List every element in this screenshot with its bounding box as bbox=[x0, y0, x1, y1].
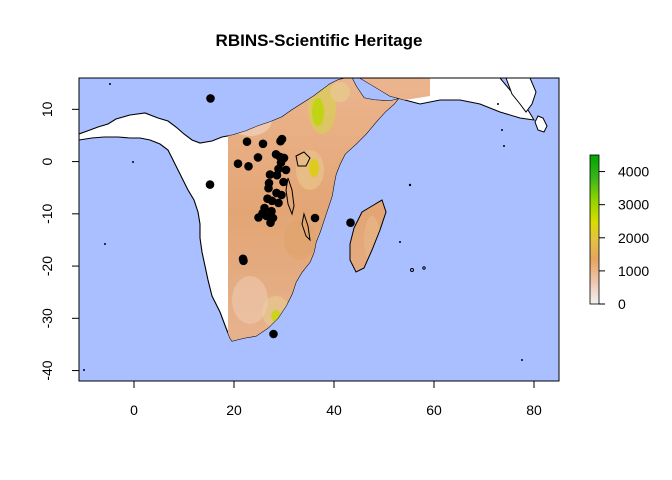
legend-tick-label: 1000 bbox=[618, 263, 649, 279]
map-panel bbox=[79, 78, 559, 381]
occurrence-point bbox=[281, 165, 291, 175]
island bbox=[410, 268, 414, 272]
x-tick-label: 40 bbox=[326, 402, 342, 418]
occurrence-points bbox=[205, 94, 355, 339]
island bbox=[501, 129, 503, 131]
y-tick-label: 0 bbox=[39, 157, 55, 165]
legend-tick-label: 4000 bbox=[618, 164, 649, 180]
elevation-legend: 0 1000 2000 3000 4000 bbox=[589, 154, 649, 312]
island bbox=[109, 83, 111, 85]
map-title: RBINS-Scientific Heritage bbox=[216, 31, 423, 50]
island bbox=[521, 359, 523, 361]
madagascar bbox=[349, 199, 387, 273]
lake-malawi bbox=[301, 212, 311, 242]
occurrence-point bbox=[242, 137, 252, 146]
occurrence-point bbox=[267, 196, 277, 206]
occurrence-point bbox=[205, 180, 215, 189]
island bbox=[83, 369, 85, 371]
legend-ticks: 0 1000 2000 3000 4000 bbox=[599, 164, 649, 312]
y-axis: 10 0 -10 -20 -30 -40 bbox=[39, 101, 80, 381]
legend-tick-label: 2000 bbox=[618, 230, 649, 246]
x-tick-label: 80 bbox=[526, 402, 542, 418]
island bbox=[408, 183, 412, 187]
occurrence-point bbox=[253, 153, 263, 162]
island bbox=[104, 243, 106, 245]
occurrence-point bbox=[274, 198, 283, 208]
occurrence-point bbox=[346, 218, 355, 227]
y-tick-label: 10 bbox=[39, 101, 55, 117]
occurrence-point bbox=[265, 170, 275, 179]
occurrence-point bbox=[272, 170, 282, 180]
island bbox=[422, 266, 426, 270]
occurrence-point bbox=[277, 190, 286, 200]
x-tick-label: 0 bbox=[130, 402, 138, 418]
occurrence-point bbox=[277, 134, 287, 144]
x-tick-label: 20 bbox=[226, 402, 242, 418]
occurrence-point bbox=[233, 159, 243, 168]
island bbox=[497, 103, 499, 105]
legend-tick-label: 0 bbox=[618, 296, 626, 312]
occurrence-point bbox=[264, 183, 273, 193]
x-tick-label: 60 bbox=[426, 402, 442, 418]
occurrence-point bbox=[239, 256, 248, 266]
lake-victoria bbox=[295, 151, 311, 167]
occurrence-point bbox=[279, 177, 288, 187]
y-tick-label: -30 bbox=[39, 308, 55, 328]
occurrence-point bbox=[254, 213, 263, 222]
island bbox=[503, 145, 505, 147]
lake-tanganyika bbox=[285, 177, 295, 216]
x-axis: 0 20 40 60 80 bbox=[130, 380, 542, 418]
island bbox=[399, 241, 401, 243]
y-tick-label: -20 bbox=[39, 256, 55, 276]
y-tick-label: -10 bbox=[39, 203, 55, 223]
occurrence-point bbox=[258, 139, 268, 149]
occurrence-point bbox=[244, 162, 253, 171]
y-tick-label: -40 bbox=[39, 360, 55, 380]
occurrence-point bbox=[206, 94, 215, 103]
india bbox=[505, 78, 537, 113]
sri-lanka bbox=[534, 115, 548, 133]
island bbox=[132, 161, 134, 163]
occurrence-point bbox=[262, 211, 271, 221]
legend-tick-label: 3000 bbox=[618, 197, 649, 213]
occurrence-point bbox=[266, 218, 275, 227]
occurrence-point bbox=[269, 329, 278, 339]
occurrence-point bbox=[310, 213, 320, 223]
legend-colorbar bbox=[589, 154, 600, 305]
